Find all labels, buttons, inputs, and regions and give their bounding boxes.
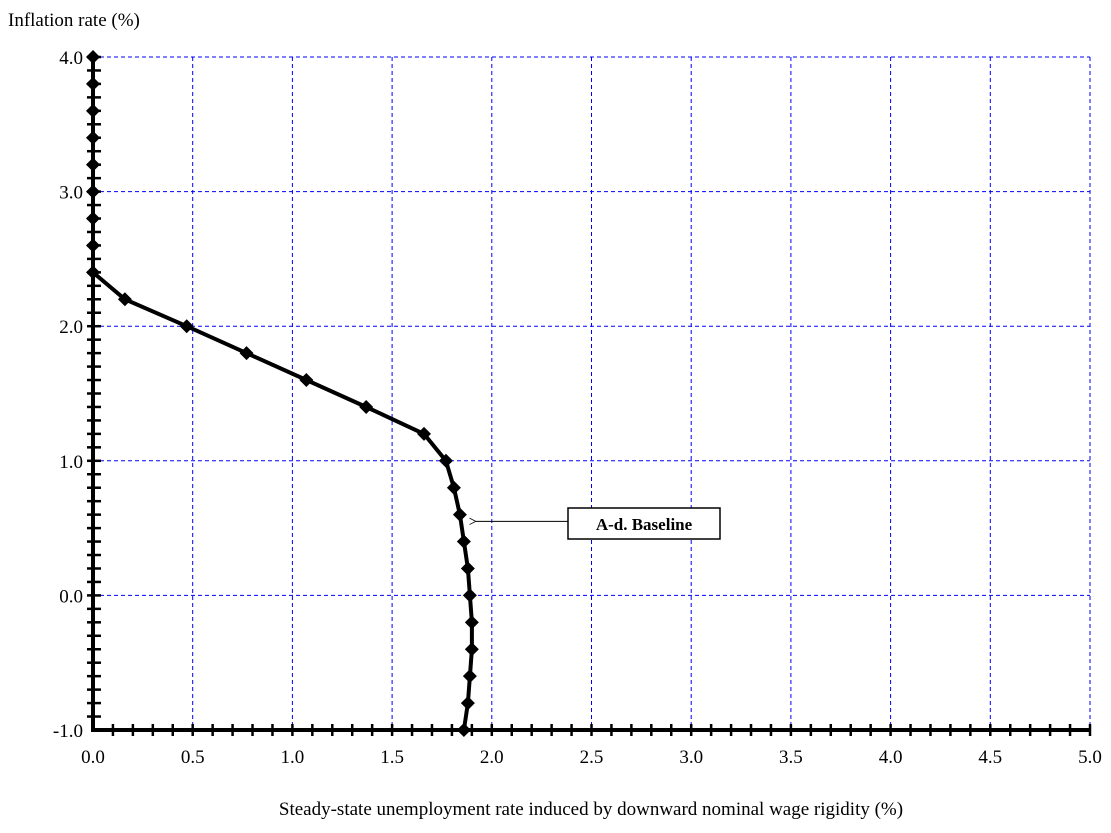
data-point-marker	[446, 480, 461, 495]
annotation-box	[567, 507, 721, 540]
data-point-marker	[86, 238, 100, 253]
tick-labels: 0.0 0.5 1.0 1.5 2.0 2.5 3.0 3.5 4.0 4.5 5.0 -1.0 0.0…	[53, 48, 1102, 768]
data-point-marker	[86, 157, 100, 172]
data-point-marker	[86, 103, 100, 118]
x-tick-label: 5.0	[1078, 747, 1102, 768]
data-point-marker	[86, 211, 100, 226]
data-point-marker	[86, 76, 100, 91]
data-point-marker	[460, 696, 475, 711]
data-point-marker	[417, 426, 432, 441]
data-point-marker	[359, 399, 374, 414]
x-tick-label: 1.0	[281, 747, 305, 768]
data-point-marker	[452, 507, 467, 522]
annotation: A-d. Baseline	[476, 507, 721, 540]
data-point-marker	[438, 453, 453, 468]
data-point-marker	[464, 615, 479, 630]
series-line	[91, 57, 474, 731]
data-point-marker	[86, 184, 100, 199]
data-point-marker	[86, 130, 100, 145]
grid	[93, 56, 1091, 730]
x-tick-label: 3.5	[779, 747, 803, 768]
minor-ticks	[87, 55, 1092, 736]
x-tick-label: 1.5	[380, 747, 404, 768]
y-tick-label: 3.0	[59, 183, 83, 204]
y-axis-title: Inflation rate (%)	[8, 10, 140, 31]
series-layer	[86, 50, 479, 737]
x-tick-label: 4.5	[978, 747, 1002, 768]
x-tick-label: 3.0	[679, 747, 703, 768]
y-tick-label: 0.0	[59, 586, 83, 607]
data-point-marker	[460, 561, 475, 576]
y-tick-label: 1.0	[59, 452, 83, 473]
data-point-marker	[86, 50, 100, 64]
data-point-marker	[462, 669, 477, 684]
data-point-marker	[456, 534, 471, 549]
data-point-marker	[86, 265, 100, 280]
x-tick-label: 0.0	[81, 747, 105, 768]
data-point-marker	[464, 642, 479, 657]
x-tick-label: 2.0	[480, 747, 504, 768]
y-tick-label: 2.0	[59, 317, 83, 338]
x-tick-label: 2.5	[580, 747, 604, 768]
x-tick-label: 4.0	[879, 747, 903, 768]
x-axis-title: Steady-state unemployment rate induced b…	[279, 799, 903, 820]
data-point-marker	[239, 346, 254, 361]
annotation-label: A-d. Baseline	[596, 515, 693, 534]
data-point-marker	[179, 319, 194, 334]
y-tick-label: 4.0	[59, 48, 83, 69]
y-tick-label: -1.0	[53, 721, 83, 742]
data-point-marker	[456, 723, 471, 737]
x-tick-label: 0.5	[181, 747, 205, 768]
data-point-marker	[462, 588, 477, 603]
data-point-marker	[299, 373, 314, 388]
data-point-marker	[117, 292, 132, 307]
